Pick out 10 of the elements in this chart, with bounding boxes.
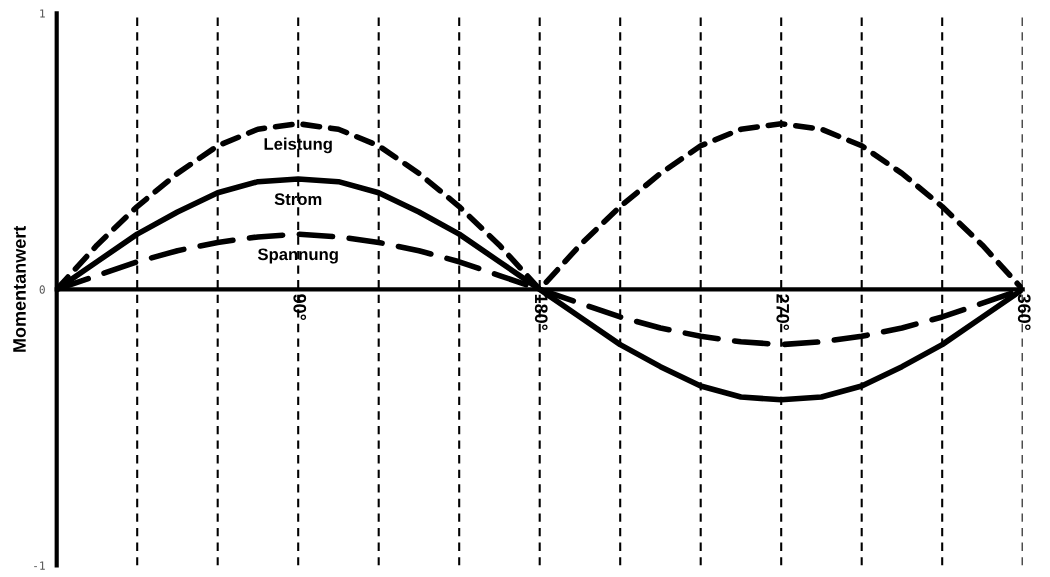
x-tick-label: 270° <box>776 294 790 331</box>
series-label: Strom <box>274 193 322 206</box>
y-tick-label: 0 <box>39 285 45 294</box>
x-tick-label: 360° <box>1017 293 1031 331</box>
x-tick-label: 180° <box>534 294 548 331</box>
y-tick-label: -1 <box>34 561 45 570</box>
series-label: Spannung <box>257 248 338 264</box>
series-label: Leistung <box>264 137 332 154</box>
y-axis-title: Momentanwert <box>13 225 26 352</box>
y-tick-label: 1 <box>40 9 45 18</box>
